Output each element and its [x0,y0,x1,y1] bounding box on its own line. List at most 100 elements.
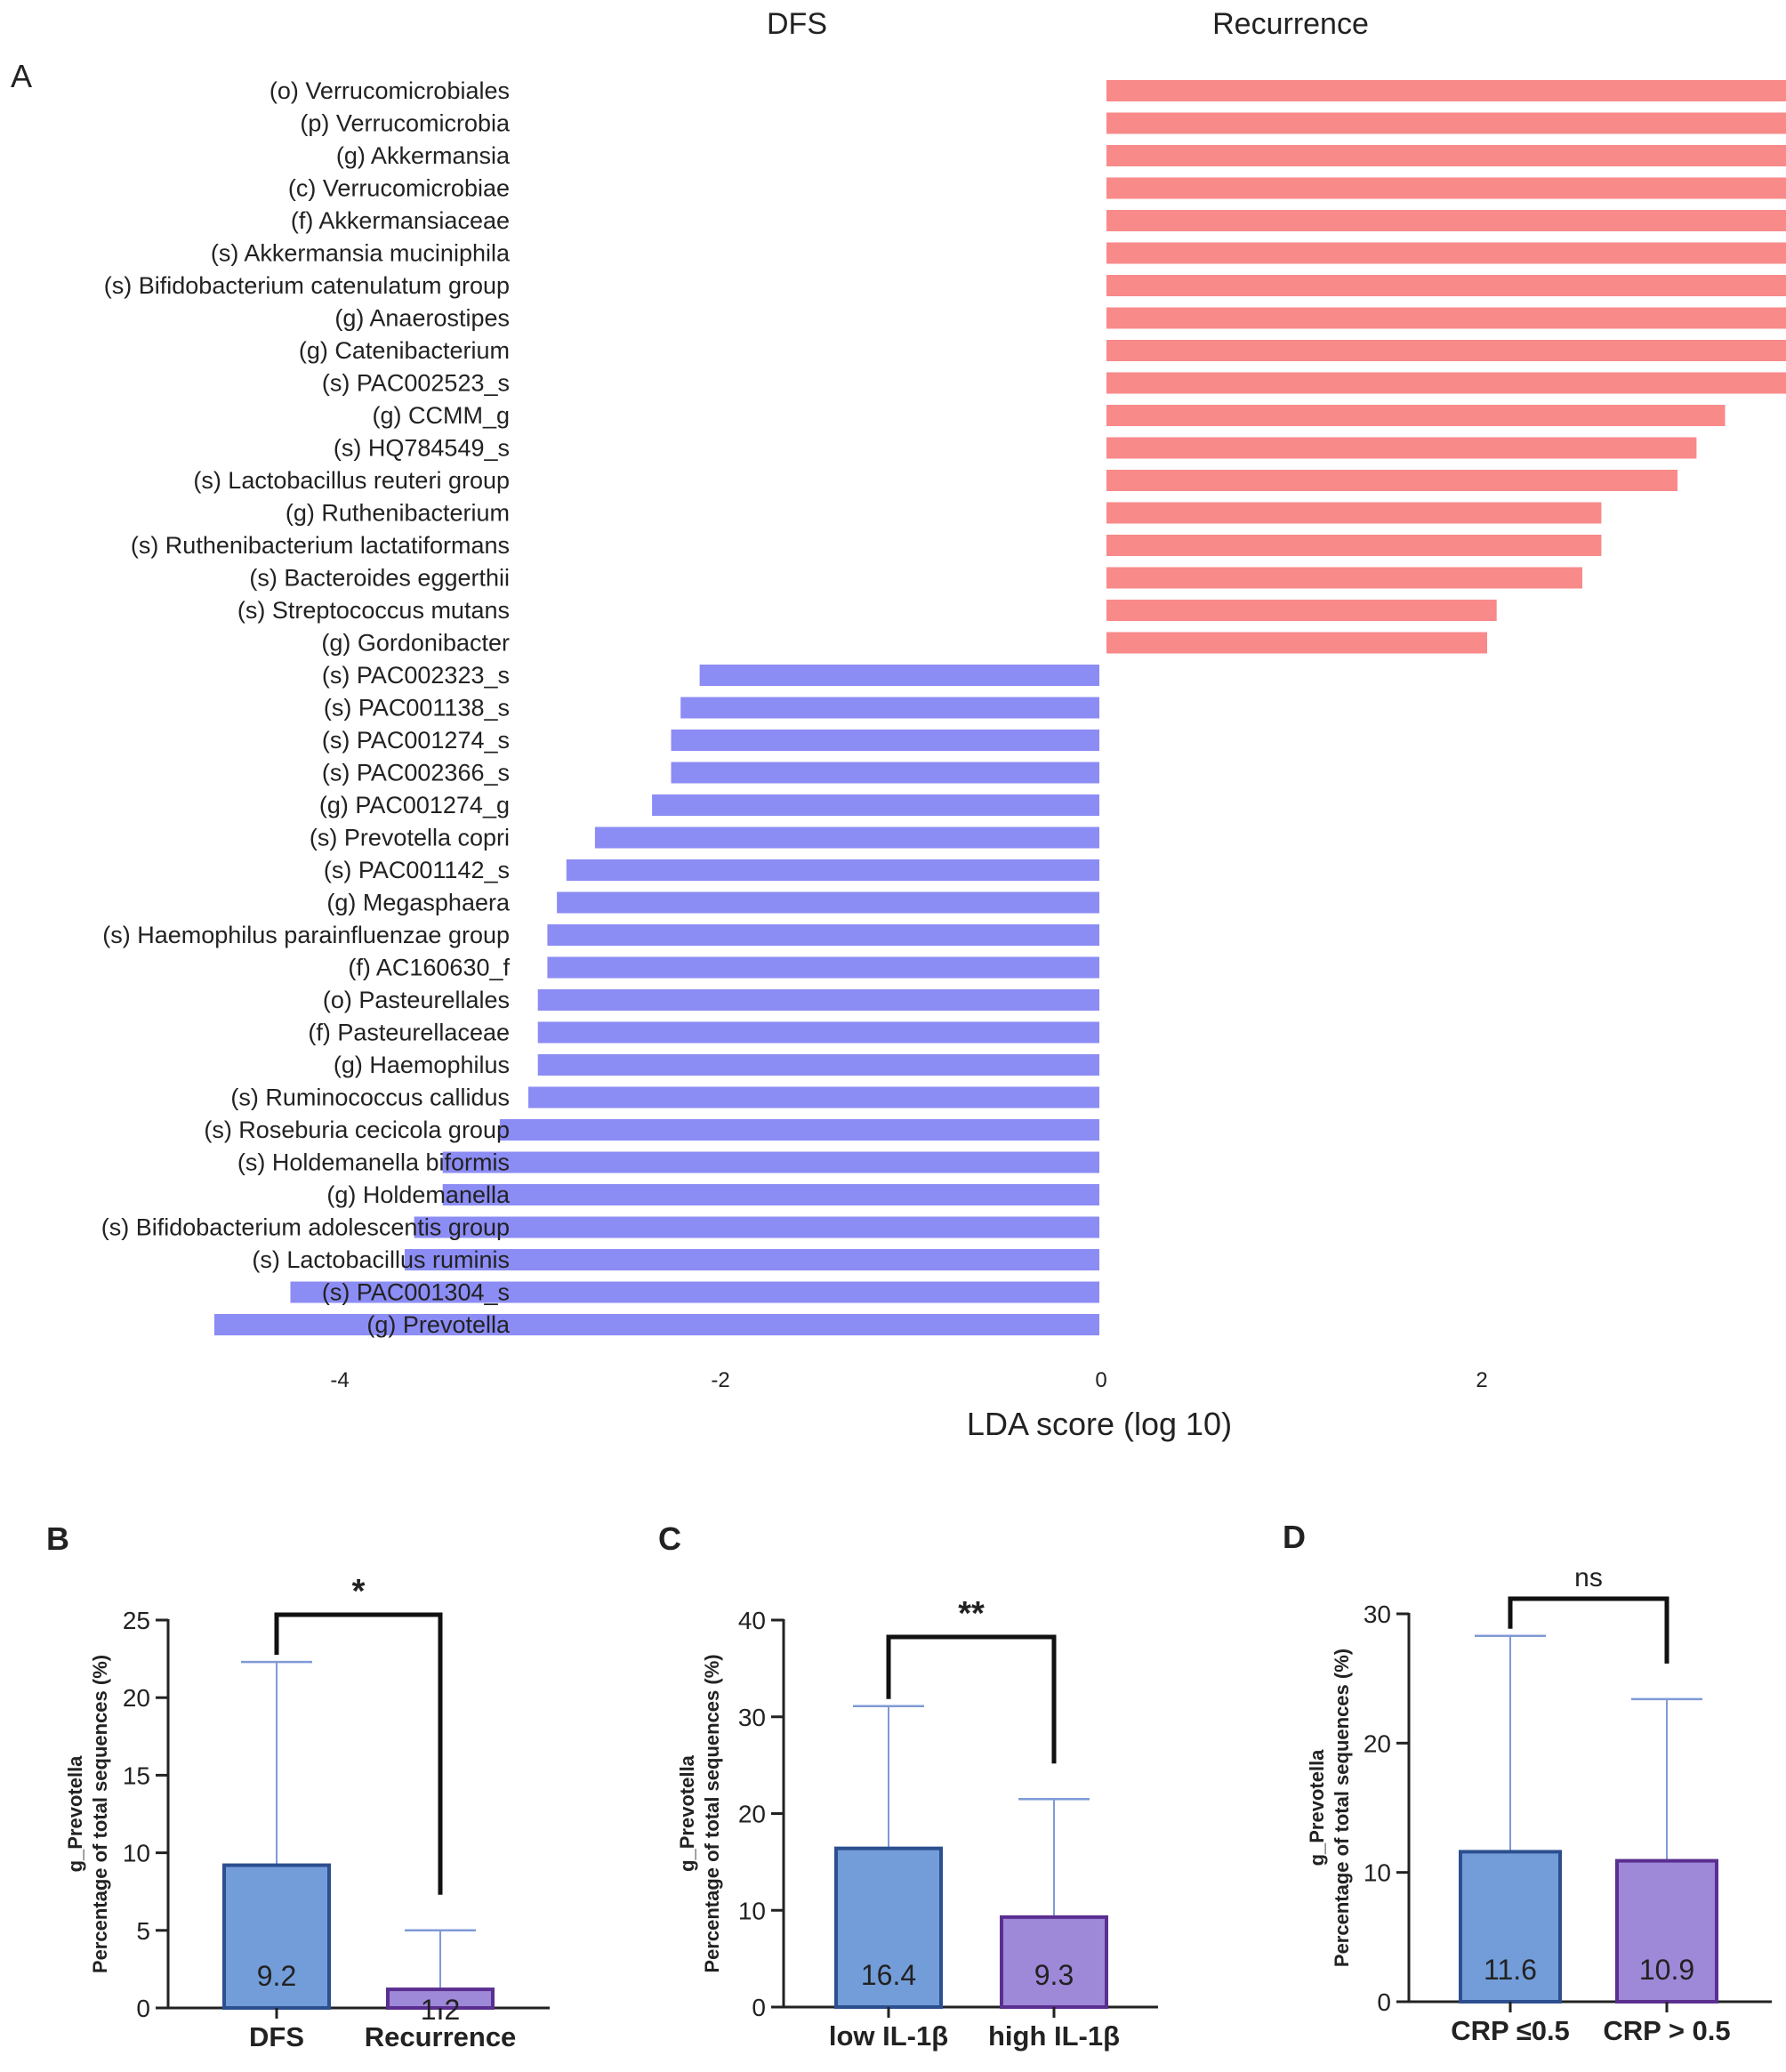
lda-bar [699,665,1099,686]
lda-bar [1106,632,1487,654]
lda-category-label: (s) Roseburia cecicola group [204,1117,510,1143]
lda-bar [414,1216,1100,1238]
x-tick-label: 2 [1476,1368,1487,1392]
lda-category-label: (s) Lactobacillus reuteri group [193,467,510,494]
lda-category-label: (s) Bifidobacterium catenulatum group [104,272,510,299]
y-tick-label: 10 [738,1897,766,1924]
y-axis-title: g_Prevotella Percentage of total sequence… [1306,1649,1353,1967]
bar-value-label: 10.9 [1639,1954,1694,1986]
lda-bar [1106,372,1786,394]
lda-bar [1106,535,1602,556]
lda-category-label: (o) Verrucomicrobiales [270,77,510,104]
lda-bar [652,794,1099,816]
lda-bar [537,1054,1099,1076]
x-tick-label: 0 [1095,1368,1106,1392]
lda-bar [1106,210,1786,231]
lda-bar [1106,600,1497,621]
lda-category-label: (g) Ruthenibacterium [286,500,510,527]
bar-value-label: 11.6 [1484,1954,1537,1986]
lda-bar [1106,502,1602,524]
lda-bar [1106,567,1582,589]
lda-category-label: (g) Prevotella [366,1311,511,1338]
y-tick-label: 15 [123,1762,150,1789]
lda-bar [547,956,1099,979]
lda-category-label: (s) Lactobacillus ruminis [252,1246,510,1273]
panel-c-letter: C [658,1520,681,1557]
lda-bar [557,891,1099,914]
panel-b-bar-chart: B 0 5 10 15 20 25 g_Prevotella Percentage of to… [46,1520,550,2052]
y-tick-label: 40 [738,1607,766,1634]
lda-bar [537,1021,1099,1044]
lda-category-label: (g) Megasphaera [326,890,511,916]
lda-category-label: (g) Holdemanella [326,1181,511,1208]
lda-bar [1106,80,1786,101]
lda-bar [1106,470,1677,491]
y-tick-label: 20 [738,1801,766,1828]
y-tick-label: 25 [123,1607,150,1634]
lda-bar [290,1281,1099,1303]
lda-bar [1106,177,1786,199]
y-axis-title-line2: Percentage of total sequences (%) [1331,1649,1353,1967]
x-tick-label: -4 [330,1368,349,1392]
lda-bar [404,1249,1099,1270]
lda-category-label: (s) PAC001138_s [324,695,510,722]
lda-bar [671,762,1099,784]
panel-b-letter: B [46,1520,69,1557]
lda-category-label: (s) Bifidobacterium adolescentis group [101,1214,510,1241]
lda-category-label: (s) Streptococcus mutans [237,597,510,624]
lda-category-label: (s) Haemophilus parainfluenzae group [102,922,510,948]
y-axis-title-line1: g_Prevotella [64,1755,86,1873]
lda-category-label: (p) Verrucomicrobia [300,110,511,137]
significance-label: ns [1574,1563,1603,1592]
lda-category-label: (s) Bacteroides eggerthii [249,565,510,592]
lda-category-label: (g) CCMM_g [372,402,510,429]
y-axis-title-line1: g_Prevotella [676,1754,698,1872]
panel-a-lda-chart: A DFS Recurrence (o) Verrucomicrobiales (… [11,7,1786,1442]
y-axis-title: g_Prevotella Percentage of total sequence… [64,1655,111,1973]
lda-bar [1106,112,1786,134]
lda-category-label: (f) Akkermansiaceae [291,207,510,234]
lda-category-label: (s) Prevotella copri [310,825,510,851]
lda-bar [680,697,1099,719]
lda-bar [547,924,1099,946]
y-axis-title-line2: Percentage of total sequences (%) [701,1654,723,1972]
x-category-label: CRP > 0.5 [1603,2015,1730,2046]
lda-category-label: (g) Gordonibacter [321,630,510,657]
lda-category-label: (g) Haemophilus [334,1052,510,1078]
bar [834,1846,943,2009]
y-tick-label: 10 [1364,1859,1391,1887]
lda-bar [671,730,1099,751]
lda-bar [1106,340,1786,361]
x-category-label: high IL-1β [988,2020,1120,2052]
bar-value-label: 16.4 [861,1959,916,1991]
lda-bar [442,1184,1099,1205]
y-tick-label: 20 [123,1684,150,1712]
lda-bar [1106,242,1786,264]
y-axis-title-line2: Percentage of total sequences (%) [89,1655,111,1973]
lda-bar [1106,437,1697,459]
y-tick-label: 5 [136,1917,150,1945]
y-tick-label: 0 [752,1994,766,2021]
lda-bar [1106,275,1786,296]
y-tick-label: 0 [136,1995,150,2022]
significance-bracket [886,1634,1057,1764]
y-tick-label: 20 [1364,1729,1391,1757]
panel-c-bar-chart: C 0 10 20 30 40 g_Prevotella Percentage of tot… [658,1520,1158,2052]
y-axis-title-line1: g_Prevotella [1306,1749,1328,1866]
bar-value-label: 9.2 [257,1960,296,1992]
significance-bracket [274,1612,443,1895]
lda-category-label: (s) Ruthenibacterium lactatiformans [131,532,510,559]
lda-category-label: (g) Akkermansia [336,142,511,169]
lda-category-label: (s) PAC002366_s [322,760,510,786]
bar-value-label: 9.3 [1034,1959,1074,1991]
y-axis-title: g_Prevotella Percentage of total sequence… [676,1654,723,1972]
y-tick-label: 10 [123,1840,150,1867]
x-category-label: DFS [249,2021,304,2052]
lda-bar [499,1119,1099,1141]
x-category-label: Recurrence [365,2021,517,2052]
lda-category-label: (g) Anaerostipes [334,305,510,332]
lda-bar [528,1086,1099,1109]
lda-category-label: (s) PAC001142_s [324,857,510,883]
panel-d-bar-chart: D 0 10 20 30 g_Prevotella Percentage of total… [1283,1519,1772,2046]
lda-bar [1106,145,1786,166]
